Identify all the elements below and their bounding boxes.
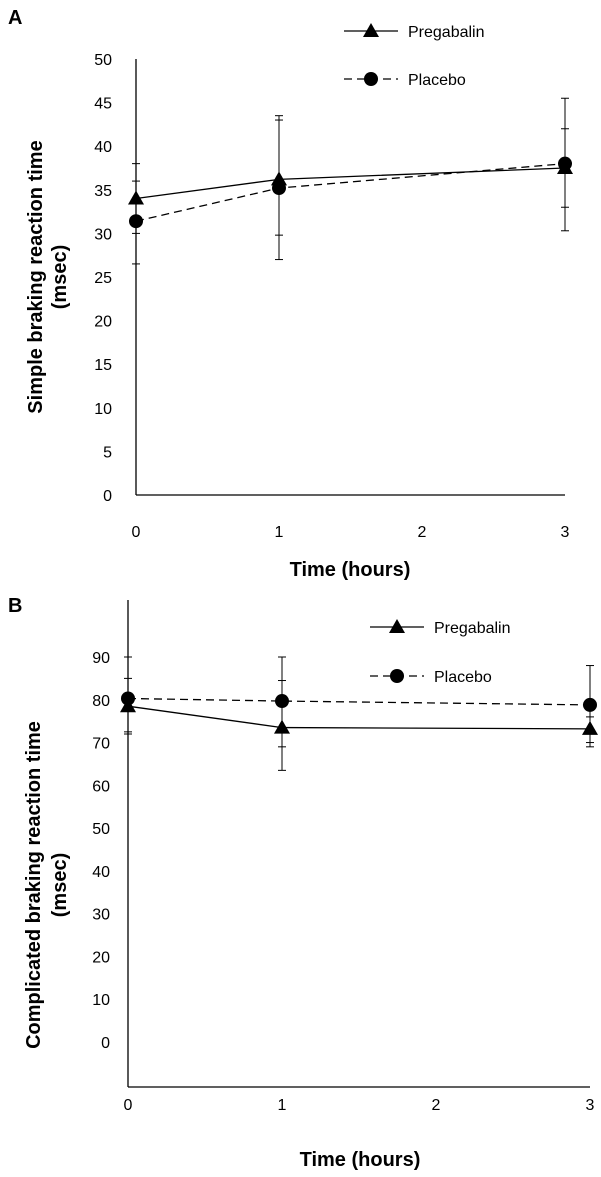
legend-label-pregabalin: Pregabalin bbox=[408, 24, 485, 41]
legend-label-placebo: Placebo bbox=[434, 669, 492, 686]
y-tick-label: 50 bbox=[94, 52, 112, 69]
panel-b-label: B bbox=[8, 595, 22, 617]
data-point-placebo bbox=[558, 156, 572, 171]
panel-a-axes bbox=[135, 59, 565, 496]
data-point-pregabalin bbox=[128, 190, 144, 205]
legend-marker-pregabalin bbox=[389, 619, 405, 633]
panel-a-y-axis-label-line2: (msec) bbox=[49, 245, 71, 309]
panel-b-plot-area bbox=[120, 656, 598, 771]
x-tick-label: 3 bbox=[586, 1097, 595, 1114]
y-tick-label: 70 bbox=[92, 736, 110, 753]
data-point-pregabalin bbox=[271, 171, 287, 186]
legend-marker-placebo bbox=[364, 72, 378, 86]
series-line-placebo bbox=[127, 697, 591, 706]
data-point-placebo bbox=[272, 181, 286, 196]
panel-b-x-tick-labels: 0 1 2 3 bbox=[124, 1097, 595, 1114]
y-tick-label: 20 bbox=[92, 949, 110, 966]
panel-b-axes bbox=[127, 600, 590, 1088]
x-tick-label: 0 bbox=[124, 1097, 133, 1114]
data-point-placebo bbox=[121, 691, 135, 706]
panel-b-legend: Pregabalin Placebo bbox=[370, 619, 511, 686]
data-point-pregabalin bbox=[274, 719, 290, 734]
x-tick-label: 2 bbox=[418, 524, 427, 541]
legend-marker-placebo bbox=[390, 669, 404, 683]
y-tick-label: 25 bbox=[94, 270, 112, 287]
data-point-placebo bbox=[275, 694, 289, 709]
y-tick-label: 20 bbox=[94, 314, 112, 331]
x-tick-label: 3 bbox=[561, 524, 570, 541]
panel-a-x-axis-label: Time (hours) bbox=[290, 559, 411, 581]
series-line-pregabalin bbox=[127, 705, 591, 730]
panel-b-x-axis-label: Time (hours) bbox=[300, 1149, 421, 1171]
legend-marker-pregabalin bbox=[363, 23, 379, 37]
y-tick-label: 10 bbox=[92, 992, 110, 1009]
series-line-placebo bbox=[135, 162, 566, 222]
panel-a-x-tick-labels: 0 1 2 3 bbox=[132, 524, 570, 541]
y-tick-label: 40 bbox=[92, 864, 110, 881]
y-tick-label: 60 bbox=[92, 778, 110, 795]
panel-a-legend: Pregabalin Placebo bbox=[344, 23, 485, 89]
data-point-pregabalin bbox=[582, 720, 598, 735]
panel-a-y-tick-labels: 0 5 10 15 20 25 30 35 40 45 50 bbox=[94, 52, 112, 505]
y-tick-label: 45 bbox=[94, 96, 112, 113]
panel-a-label: A bbox=[8, 7, 22, 29]
panel-b-y-axis-label-line2: (msec) bbox=[49, 853, 71, 917]
x-tick-label: 1 bbox=[275, 524, 284, 541]
panel-b-y-axis-label-line1: Complicated braking reaction time bbox=[23, 721, 45, 1049]
y-tick-label: 80 bbox=[92, 693, 110, 710]
y-tick-label: 50 bbox=[92, 821, 110, 838]
y-tick-label: 0 bbox=[101, 1035, 110, 1052]
data-point-placebo bbox=[583, 697, 597, 712]
y-tick-label: 0 bbox=[103, 488, 112, 505]
y-tick-label: 90 bbox=[92, 650, 110, 667]
series-line-pregabalin bbox=[135, 167, 566, 200]
y-tick-label: 40 bbox=[94, 139, 112, 156]
y-tick-label: 10 bbox=[94, 401, 112, 418]
x-tick-label: 0 bbox=[132, 524, 141, 541]
legend-label-pregabalin: Pregabalin bbox=[434, 620, 511, 637]
y-tick-label: 5 bbox=[103, 444, 112, 461]
legend-label-placebo: Placebo bbox=[408, 72, 466, 89]
panel-a-plot-area bbox=[128, 97, 573, 265]
x-tick-label: 2 bbox=[432, 1097, 441, 1114]
y-tick-label: 30 bbox=[92, 907, 110, 924]
x-tick-label: 1 bbox=[278, 1097, 287, 1114]
data-point-placebo bbox=[129, 214, 143, 229]
y-tick-label: 35 bbox=[94, 183, 112, 200]
y-tick-label: 30 bbox=[94, 226, 112, 243]
y-tick-label: 15 bbox=[94, 357, 112, 374]
panel-a-y-axis-label-line1: Simple braking reaction time bbox=[25, 140, 47, 413]
panel-b-y-tick-labels: 0 10 20 30 40 50 60 70 80 90 bbox=[92, 650, 110, 1052]
